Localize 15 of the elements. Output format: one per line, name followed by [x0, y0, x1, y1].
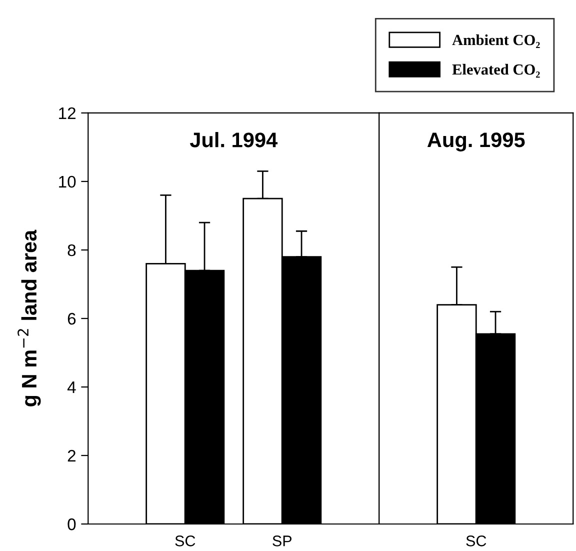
y-tick-label: 6	[68, 312, 76, 325]
y-tick-label: 10	[59, 176, 76, 188]
legend-label: Elevated CO₂	[452, 64, 540, 78]
y-tick-label: 0	[68, 518, 76, 530]
y-axis-title: g N m$^{−2}$ land area	[18, 230, 41, 406]
y-tick-label: 12	[59, 107, 76, 119]
x-tick-label: SP	[272, 536, 292, 546]
x-tick-label: SC	[175, 536, 196, 546]
text: Jul. 1994	[190, 132, 278, 148]
text: Aug. 1995	[427, 132, 525, 152]
legend-label: Ambient CO₂	[452, 34, 540, 48]
y-tick-label: 8	[68, 244, 76, 256]
y-tick-label: 4	[67, 382, 76, 394]
y-tick-label: 2	[68, 450, 76, 462]
x-tick-label: SC	[466, 536, 486, 546]
